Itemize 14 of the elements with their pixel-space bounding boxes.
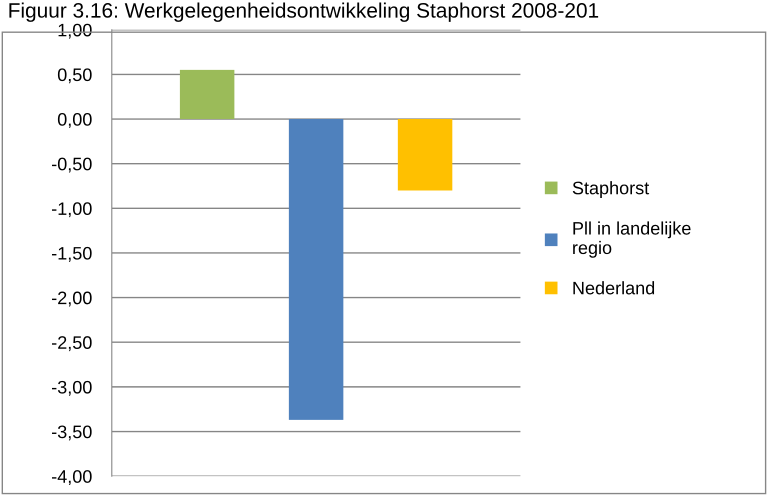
y-tick-label: 0,50 xyxy=(58,68,92,84)
y-tick-label: 0,00 xyxy=(58,112,92,128)
y-tick-label: -0,50 xyxy=(52,158,92,173)
y-tick-label: -1,50 xyxy=(52,246,92,262)
y-tick-label: -2,50 xyxy=(52,336,92,352)
legend-label: Pll in landelijke regio xyxy=(573,221,691,258)
y-tick-label: -1,00 xyxy=(52,202,92,218)
legend-label: Nederland xyxy=(573,281,654,294)
legend-label: Staphorst xyxy=(572,181,650,198)
y-tick-label: -3,50 xyxy=(52,425,92,440)
y-tick-label: -2,00 xyxy=(52,292,92,306)
chart-title: Figuur 3.16: Werkgelegenheidsontwikkeling Staphorst 2008-201 xyxy=(9,2,598,22)
y-tick-label: -4,00 xyxy=(52,470,92,486)
y-tick-label: -3,00 xyxy=(52,380,92,396)
